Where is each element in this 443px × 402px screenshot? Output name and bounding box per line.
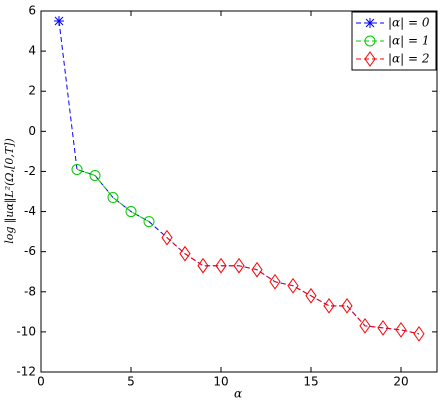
data-point: [269, 273, 281, 290]
y-tick-label: -2: [24, 164, 36, 178]
x-axis-label: α: [234, 387, 242, 401]
data-point: [107, 192, 119, 204]
y-tick-label: -4: [24, 204, 36, 218]
data-point: [413, 326, 425, 342]
y-tick-label: 4: [28, 44, 36, 58]
x-tick-label: 0: [37, 375, 45, 389]
series-line: [166, 237, 420, 335]
data-point: [71, 163, 83, 175]
legend-label: |α| = 2: [388, 52, 430, 66]
legend-marker: [364, 35, 376, 47]
data-point: [233, 257, 245, 274]
data-point: [54, 16, 64, 27]
legend-marker: [365, 18, 375, 28]
data-point: [305, 287, 317, 304]
x-tick-label: 20: [393, 375, 408, 389]
y-tick-label: -10: [16, 324, 36, 338]
y-axis-label: log ‖uα‖L²(Ω,[0,T]): [3, 138, 17, 244]
x-tick-label: 15: [303, 375, 318, 389]
data-point: [197, 257, 209, 274]
legend-marker: [364, 51, 376, 67]
y-tick-label: 6: [28, 4, 36, 18]
data-point: [395, 322, 407, 338]
data-point: [287, 277, 299, 294]
data-point: [179, 245, 191, 262]
y-tick-label: -6: [24, 244, 36, 258]
series-line: [76, 168, 150, 223]
data-point: [143, 216, 155, 228]
data-point: [161, 229, 173, 246]
legend-label: |α| = 0: [388, 16, 430, 30]
y-tick-label: 0: [28, 124, 36, 138]
data-point: [125, 206, 137, 218]
y-tick-label: -8: [24, 284, 36, 298]
data-point: [341, 297, 353, 314]
data-point: [251, 261, 263, 278]
x-tick-label: 5: [127, 375, 135, 389]
plot-area: [40, 10, 438, 373]
y-tick-label: -12: [16, 365, 36, 379]
data-point: [215, 257, 227, 274]
y-tick-label: 2: [28, 84, 36, 98]
data-point: [359, 318, 371, 334]
data-point: [323, 297, 335, 314]
legend-label: |α| = 1: [388, 34, 430, 48]
data-point: [377, 320, 389, 336]
data-point: [89, 169, 101, 181]
x-tick-label: 10: [213, 375, 228, 389]
